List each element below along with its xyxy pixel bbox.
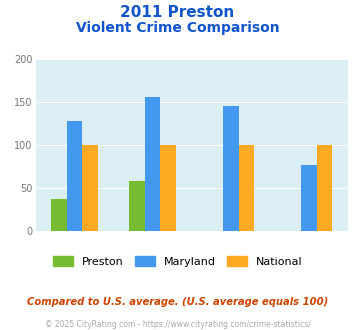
Bar xyxy=(51,199,67,231)
Text: Compared to U.S. average. (U.S. average equals 100): Compared to U.S. average. (U.S. average … xyxy=(27,297,328,307)
Bar xyxy=(82,145,98,231)
Bar xyxy=(223,106,239,231)
Bar xyxy=(317,145,332,231)
Bar xyxy=(301,165,317,231)
Text: 2011 Preston: 2011 Preston xyxy=(120,5,235,20)
Bar xyxy=(239,145,254,231)
Bar xyxy=(67,121,82,231)
Bar xyxy=(160,145,176,231)
Bar xyxy=(129,181,145,231)
Bar xyxy=(145,97,160,231)
Text: © 2025 CityRating.com - https://www.cityrating.com/crime-statistics/: © 2025 CityRating.com - https://www.city… xyxy=(45,320,310,329)
Text: Violent Crime Comparison: Violent Crime Comparison xyxy=(76,21,279,35)
Legend: Preston, Maryland, National: Preston, Maryland, National xyxy=(53,256,302,267)
